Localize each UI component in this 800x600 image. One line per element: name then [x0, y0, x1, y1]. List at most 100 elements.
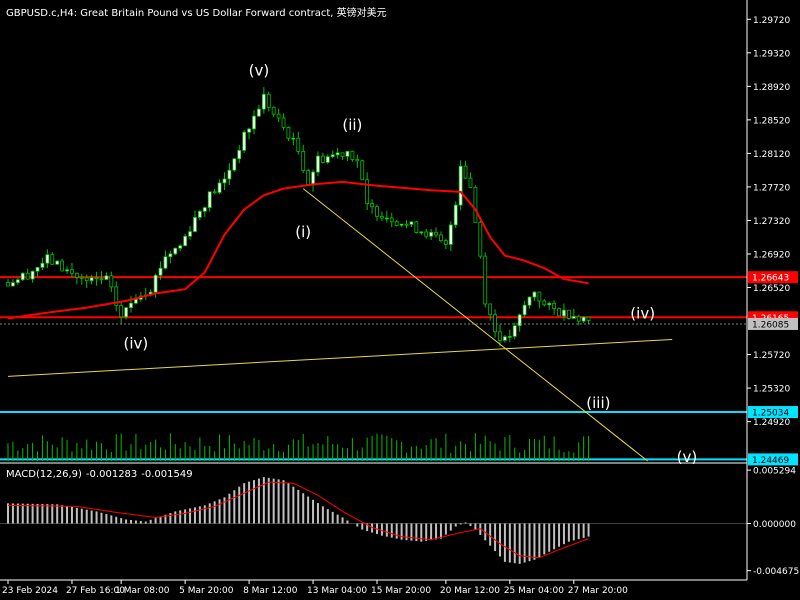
candle[interactable]	[458, 165, 463, 206]
candle[interactable]	[414, 221, 419, 233]
candle[interactable]	[512, 325, 517, 337]
candle[interactable]	[320, 155, 325, 163]
candle[interactable]	[109, 275, 114, 288]
candle[interactable]	[74, 272, 79, 278]
candle[interactable]	[99, 278, 104, 281]
candle[interactable]	[301, 150, 306, 171]
candle[interactable]	[448, 224, 453, 245]
candle[interactable]	[183, 235, 188, 247]
candle[interactable]	[581, 316, 586, 322]
candle[interactable]	[547, 302, 552, 306]
candle[interactable]	[6, 282, 10, 287]
candle[interactable]	[217, 182, 222, 193]
candle[interactable]	[498, 331, 502, 341]
candle[interactable]	[247, 128, 251, 133]
candle[interactable]	[212, 191, 217, 194]
candle[interactable]	[527, 296, 532, 306]
candle[interactable]	[242, 131, 247, 151]
macd-panel[interactable]	[0, 477, 747, 564]
candle[interactable]	[281, 117, 286, 128]
candle[interactable]	[257, 108, 261, 117]
candle[interactable]	[586, 316, 591, 321]
candle[interactable]	[483, 255, 488, 305]
candle[interactable]	[306, 170, 311, 185]
candle[interactable]	[532, 291, 537, 298]
candle[interactable]	[40, 262, 45, 268]
candle[interactable]	[286, 127, 291, 139]
candle[interactable]	[222, 178, 227, 184]
candle[interactable]	[537, 291, 542, 302]
candle[interactable]	[552, 302, 557, 309]
price-panel[interactable]: (v) (ii) (i) (iv) (iv) (iii) (v)	[0, 61, 747, 466]
candle[interactable]	[114, 286, 119, 306]
candle[interactable]	[89, 277, 94, 282]
candle[interactable]	[507, 336, 512, 338]
candle[interactable]	[316, 155, 320, 173]
candle[interactable]	[493, 314, 497, 333]
candle[interactable]	[173, 247, 178, 255]
candle[interactable]	[45, 254, 50, 264]
candle[interactable]	[153, 274, 158, 293]
trend-line-1[interactable]	[302, 188, 648, 462]
candle[interactable]	[84, 277, 89, 282]
candle[interactable]	[468, 177, 473, 188]
candle[interactable]	[311, 171, 315, 185]
candle[interactable]	[158, 267, 163, 276]
candle[interactable]	[350, 150, 355, 160]
candle[interactable]	[384, 217, 389, 220]
candle[interactable]	[542, 300, 547, 306]
candle[interactable]	[65, 269, 69, 272]
candle[interactable]	[365, 179, 370, 204]
candle[interactable]	[271, 106, 276, 115]
candle[interactable]	[207, 191, 212, 208]
candle[interactable]	[473, 186, 478, 223]
candle[interactable]	[70, 269, 74, 274]
candle[interactable]	[163, 256, 168, 269]
candle[interactable]	[557, 308, 561, 317]
candle[interactable]	[20, 272, 25, 281]
candle[interactable]	[15, 279, 20, 283]
candle[interactable]	[79, 276, 84, 279]
candle[interactable]	[340, 152, 345, 157]
candle[interactable]	[60, 260, 65, 272]
macd-signal-line[interactable]	[7, 481, 589, 559]
candle[interactable]	[503, 336, 507, 341]
candle[interactable]	[335, 152, 340, 156]
candle[interactable]	[237, 149, 242, 160]
candle[interactable]	[134, 298, 138, 304]
candle[interactable]	[345, 150, 350, 157]
candle[interactable]	[94, 277, 99, 280]
candle[interactable]	[517, 314, 522, 327]
candle[interactable]	[566, 309, 571, 319]
candle[interactable]	[124, 307, 128, 318]
candle[interactable]	[522, 304, 527, 316]
candle[interactable]	[419, 231, 424, 234]
candle[interactable]	[197, 210, 202, 218]
candle[interactable]	[409, 221, 414, 225]
candle[interactable]	[129, 302, 133, 309]
candle[interactable]	[276, 113, 281, 119]
candle[interactable]	[252, 115, 256, 130]
candle[interactable]	[296, 137, 301, 152]
candle[interactable]	[488, 303, 493, 316]
candle[interactable]	[434, 231, 438, 236]
candle[interactable]	[188, 231, 192, 237]
candle[interactable]	[375, 206, 379, 217]
candle[interactable]	[355, 159, 360, 162]
candle[interactable]	[360, 160, 365, 181]
candle[interactable]	[202, 207, 207, 212]
candle[interactable]	[261, 93, 266, 110]
candle[interactable]	[232, 158, 237, 171]
candle[interactable]	[325, 156, 330, 163]
candle[interactable]	[50, 254, 55, 265]
candle[interactable]	[576, 315, 581, 322]
candle[interactable]	[291, 137, 296, 140]
candle[interactable]	[404, 223, 409, 226]
candle[interactable]	[571, 315, 576, 319]
candle[interactable]	[30, 270, 35, 280]
candle[interactable]	[178, 245, 183, 249]
candle[interactable]	[266, 93, 271, 108]
candle[interactable]	[168, 253, 173, 258]
moving-average-line[interactable]	[7, 180, 589, 320]
